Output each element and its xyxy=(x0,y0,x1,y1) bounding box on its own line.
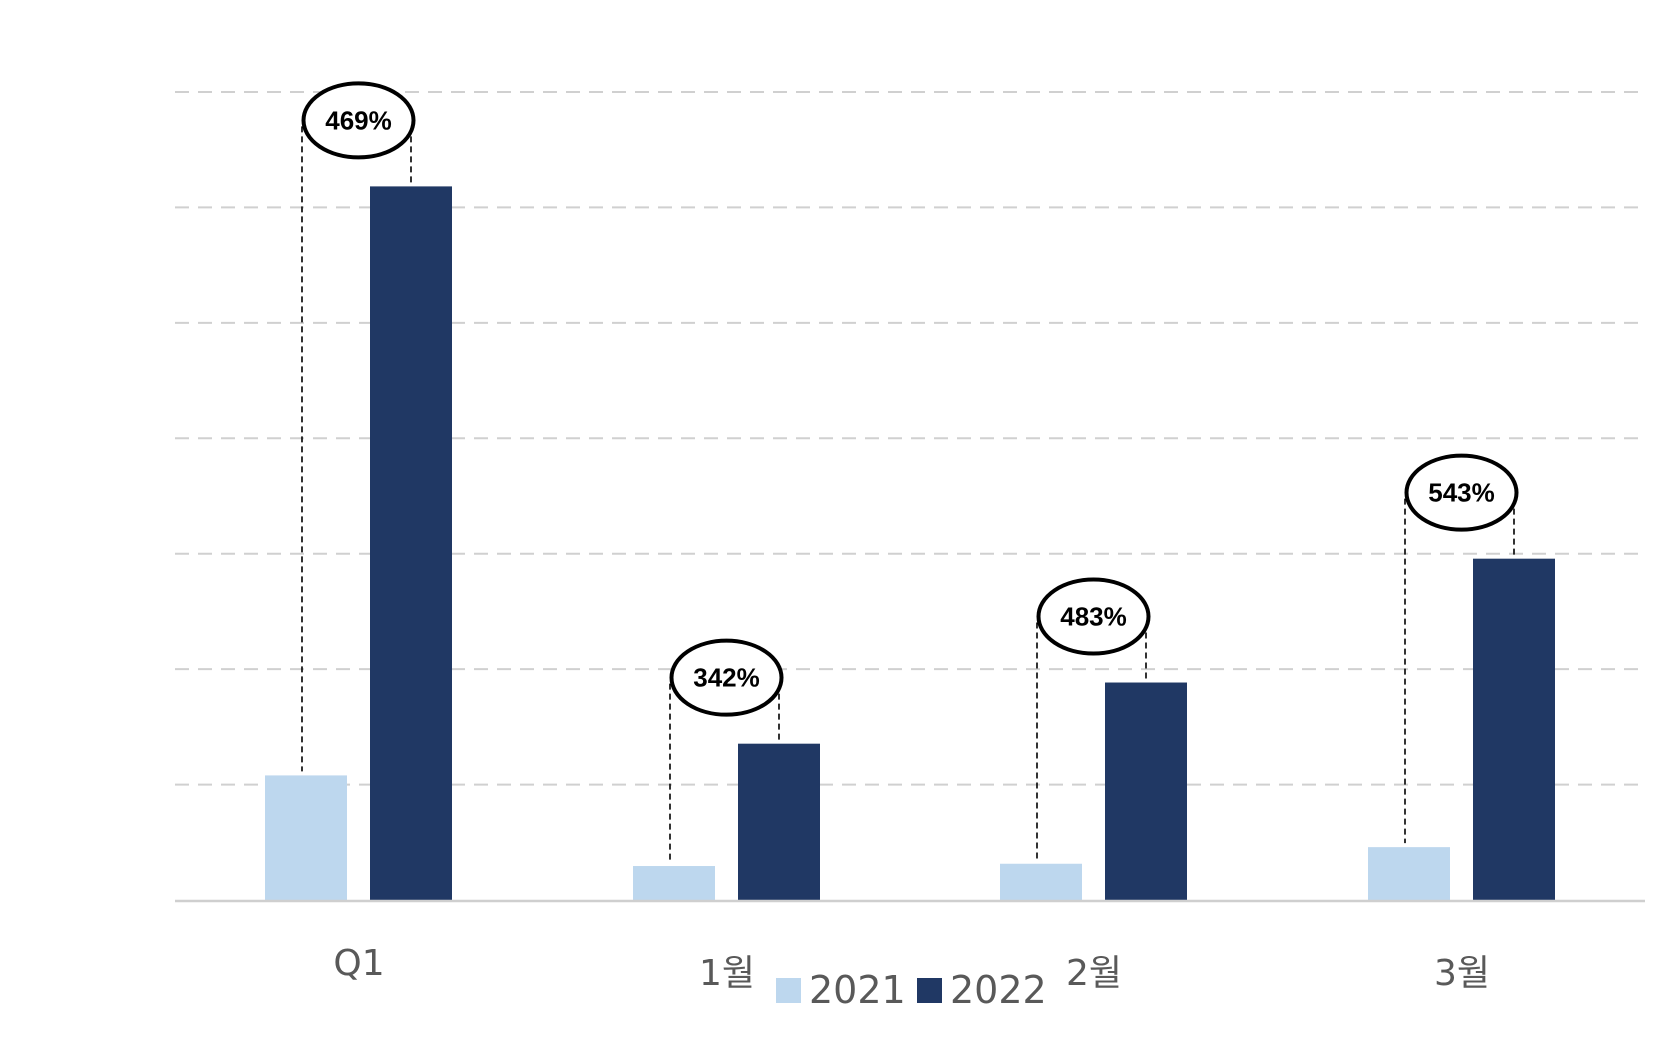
callout-ellipse xyxy=(669,638,784,717)
legend-label-2021: 2021 xyxy=(809,968,906,1012)
legend-swatch-2021 xyxy=(776,978,801,1003)
category-labels: Q1 1월 2월 3월 xyxy=(333,943,1490,994)
bar-2022-0 xyxy=(370,186,452,900)
category-label: 3월 xyxy=(1434,953,1490,994)
category-label: Q1 xyxy=(333,943,384,984)
callout-ellipse xyxy=(301,81,416,160)
growth-rate-label: 543% xyxy=(1428,478,1495,508)
bar-2021-2 xyxy=(1000,863,1082,900)
legend-swatch-2022 xyxy=(917,978,942,1003)
bar-2021-1 xyxy=(633,866,715,900)
growth-rate-label: 469% xyxy=(325,105,392,135)
callout-ellipse xyxy=(1404,453,1519,532)
bars xyxy=(265,186,1555,900)
legend: 2021 2022 xyxy=(776,968,1047,1012)
bar-2022-2 xyxy=(1105,682,1187,900)
growth-callouts: 469% 342% 483% 543% xyxy=(301,81,1519,863)
growth-rate-label: 342% xyxy=(693,663,760,693)
gridlines xyxy=(175,91,1645,786)
bar-2022-1 xyxy=(738,743,820,900)
category-label: 2월 xyxy=(1066,953,1122,994)
callout-ellipse xyxy=(1036,577,1151,656)
category-label: 1월 xyxy=(699,953,755,994)
growth-rate-label: 483% xyxy=(1060,602,1127,632)
legend-label-2022: 2022 xyxy=(950,968,1047,1012)
bar-2022-3 xyxy=(1473,558,1555,900)
bar-2021-0 xyxy=(265,775,347,900)
bar-2021-3 xyxy=(1368,847,1450,900)
